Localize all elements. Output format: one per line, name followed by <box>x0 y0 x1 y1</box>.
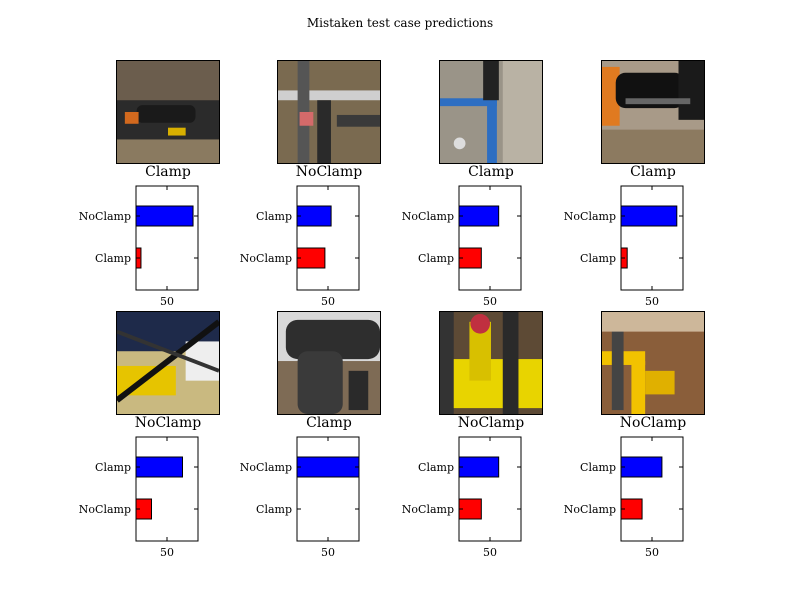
x-tick-label: 50 <box>160 546 174 559</box>
true-label: NoClamp <box>295 164 363 180</box>
y-tick-label: Clamp <box>95 252 131 265</box>
y-tick-label: Clamp <box>95 461 131 474</box>
bar-axes-frame <box>458 436 522 542</box>
x-tick-label: 50 <box>321 546 335 559</box>
prediction-bar <box>296 205 332 227</box>
x-tick-label: 50 <box>160 295 174 308</box>
sample-photo <box>601 60 705 164</box>
y-tick-label: Clamp <box>418 252 454 265</box>
prediction-bar <box>135 205 194 227</box>
sample-photo <box>277 60 381 164</box>
true-label: Clamp <box>468 164 514 180</box>
prediction-bar <box>296 247 326 269</box>
prediction-bar <box>296 456 360 478</box>
prediction-bar <box>620 205 678 227</box>
y-tick-label: NoClamp <box>79 210 131 223</box>
bar-axes-frame <box>296 185 360 291</box>
prediction-bar <box>458 456 500 478</box>
y-tick-label: Clamp <box>580 252 616 265</box>
y-tick-label: Clamp <box>256 210 292 223</box>
prediction-bar <box>620 456 663 478</box>
true-label: Clamp <box>145 164 191 180</box>
bar-axes-frame <box>296 436 360 542</box>
prediction-bar <box>135 456 183 478</box>
true-label: NoClamp <box>619 415 687 431</box>
sample-photo <box>116 60 220 164</box>
bar-axes-frame <box>135 185 199 291</box>
sample-photo <box>116 311 220 415</box>
x-tick-label: 50 <box>483 546 497 559</box>
y-tick-label: NoClamp <box>79 503 131 516</box>
figure-title: Mistaken test case predictions <box>306 16 494 30</box>
y-tick-label: NoClamp <box>402 503 454 516</box>
bar-axes-frame <box>135 436 199 542</box>
sample-photo <box>277 311 381 415</box>
prediction-bar <box>458 205 500 227</box>
sample-photo <box>439 60 543 164</box>
y-tick-label: NoClamp <box>402 210 454 223</box>
y-tick-label: NoClamp <box>240 252 292 265</box>
y-tick-label: Clamp <box>580 461 616 474</box>
bar-axes-frame <box>620 436 684 542</box>
sample-photo <box>601 311 705 415</box>
true-label: NoClamp <box>134 415 202 431</box>
y-tick-label: NoClamp <box>564 210 616 223</box>
y-tick-label: Clamp <box>256 503 292 516</box>
x-tick-label: 50 <box>645 546 659 559</box>
true-label: Clamp <box>306 415 352 431</box>
bar-axes-frame <box>458 185 522 291</box>
sample-photo <box>439 311 543 415</box>
y-tick-label: NoClamp <box>564 503 616 516</box>
bar-axes-frame <box>620 185 684 291</box>
y-tick-label: NoClamp <box>240 461 292 474</box>
y-tick-label: Clamp <box>418 461 454 474</box>
x-tick-label: 50 <box>645 295 659 308</box>
true-label: Clamp <box>630 164 676 180</box>
true-label: NoClamp <box>457 415 525 431</box>
x-tick-label: 50 <box>483 295 497 308</box>
x-tick-label: 50 <box>321 295 335 308</box>
